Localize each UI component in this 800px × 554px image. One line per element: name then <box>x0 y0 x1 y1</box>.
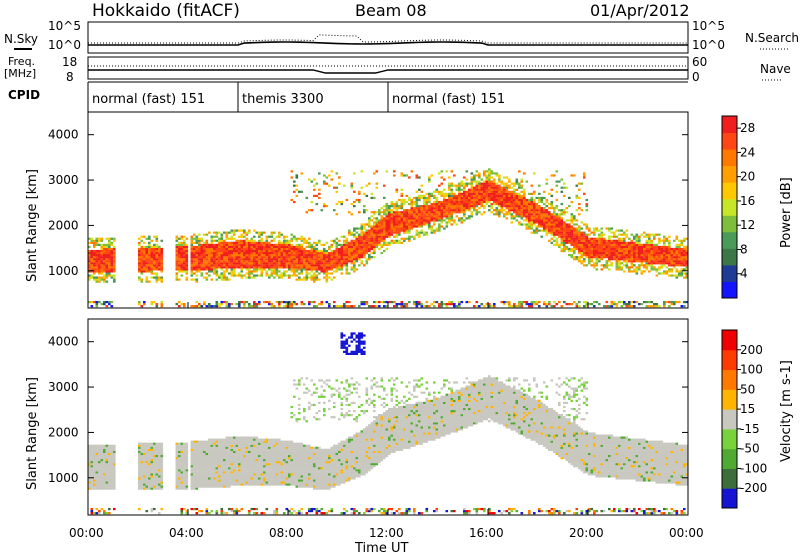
colorbar-swatch <box>722 389 737 410</box>
colorbar-swatch <box>722 448 737 469</box>
colorbar-swatch <box>722 349 737 371</box>
cpid-segment-label: themis 3300 <box>242 92 324 107</box>
freq-tick-left-bottom: 8 <box>66 70 74 84</box>
time-axis-label: Time UT <box>354 541 408 554</box>
date-title: 01/Apr/2012 <box>590 1 690 20</box>
time-tick-label: 00:00 <box>69 526 104 540</box>
colorbar-swatch <box>722 215 737 233</box>
colorbar-tick-label: 24 <box>740 145 755 159</box>
time-tick-label: 00:00 <box>669 526 704 540</box>
time-tick-label: 12:00 <box>369 526 404 540</box>
range-tick-label: 3000 <box>48 173 79 187</box>
colorbar-swatch <box>722 116 737 134</box>
colorbar-swatch <box>722 132 737 150</box>
power-colorbar-label: Power [dB] <box>779 177 794 248</box>
colorbar-tick-label: -50 <box>740 442 760 456</box>
velocity-ylabel: Slant Range [km] <box>25 377 40 490</box>
colorbar-swatch <box>722 281 737 299</box>
colorbar-swatch <box>722 488 737 509</box>
colorbar-swatch <box>722 409 737 430</box>
freq-tick-right-top: 60 <box>692 55 707 69</box>
power-ylabel: Slant Range [km] <box>25 169 40 282</box>
noise-tick-left-top: 10^5 <box>48 19 81 33</box>
colorbar-tick-label: 12 <box>740 218 755 232</box>
colorbar-tick-label: 28 <box>740 121 755 135</box>
time-tick-label: 08:00 <box>269 526 304 540</box>
colorbar-swatch <box>722 231 737 249</box>
range-tick-label: 2000 <box>48 218 79 232</box>
time-tick-label: 16:00 <box>469 526 504 540</box>
colorbar-tick-label: -100 <box>740 461 767 475</box>
colorbar-swatch <box>722 330 737 351</box>
noise-tick-right-top: 10^5 <box>692 19 725 33</box>
freq-tick-left-top: 18 <box>62 55 77 69</box>
colorbar-swatch <box>722 428 737 450</box>
beam-title: Beam 08 <box>355 1 427 20</box>
time-tick-label: 20:00 <box>569 526 604 540</box>
freq-panel <box>87 56 689 80</box>
range-tick-label: 3000 <box>48 380 79 394</box>
noise-panel <box>87 21 689 54</box>
noise-tick-right-bottom: 10^0 <box>692 38 725 52</box>
station-title: Hokkaido (fitACF) <box>92 1 240 21</box>
noise-tick-left-bottom: 10^0 <box>48 38 81 52</box>
nsearch-label: N.Search <box>745 31 799 45</box>
colorbar-swatch <box>722 468 737 489</box>
colorbar-tick-label: 100 <box>740 363 763 377</box>
colorbar-tick-label: 4 <box>740 267 748 281</box>
colorbar-tick-label: 20 <box>740 170 755 184</box>
cpid-segment-label: normal (fast) 151 <box>392 92 505 107</box>
colorbar-tick-label: 200 <box>740 343 763 357</box>
colorbar-tick-label: 50 <box>740 382 755 396</box>
power-heatmap <box>88 168 689 308</box>
colorbar-swatch <box>722 149 737 167</box>
time-tick-label: 04:00 <box>169 526 204 540</box>
cpid-label: CPID <box>8 88 40 102</box>
range-tick-label: 1000 <box>48 264 79 278</box>
range-tick-label: 4000 <box>48 335 79 349</box>
freq-tick-right-bottom: 0 <box>692 70 700 84</box>
colorbar-swatch <box>722 264 737 282</box>
colorbar-tick-label: -200 <box>740 481 767 495</box>
nave-label: Nave <box>760 62 791 76</box>
colorbar-swatch <box>722 182 737 200</box>
range-tick-label: 1000 <box>48 471 79 485</box>
range-tick-label: 4000 <box>48 128 79 142</box>
colorbar-tick-label: 15 <box>740 402 755 416</box>
velocity-heatmap <box>88 332 689 515</box>
colorbar-swatch <box>722 248 737 266</box>
colorbar-tick-label: 8 <box>740 242 748 256</box>
freq-label-line2: [MHz] <box>4 67 36 80</box>
colorbar-swatch <box>722 165 737 183</box>
colorbar-tick-label: 16 <box>740 194 755 208</box>
freq-label-line1: Freq. <box>8 55 35 68</box>
cpid-segment-label: normal (fast) 151 <box>92 92 205 107</box>
colorbar-tick-label: -15 <box>740 422 760 436</box>
range-tick-label: 2000 <box>48 425 79 439</box>
colorbar-swatch <box>722 369 737 390</box>
nsky-label: N.Sky <box>4 32 38 46</box>
colorbar-swatch <box>722 198 737 216</box>
velocity-colorbar-label: Velocity [m s-1] <box>779 360 794 462</box>
